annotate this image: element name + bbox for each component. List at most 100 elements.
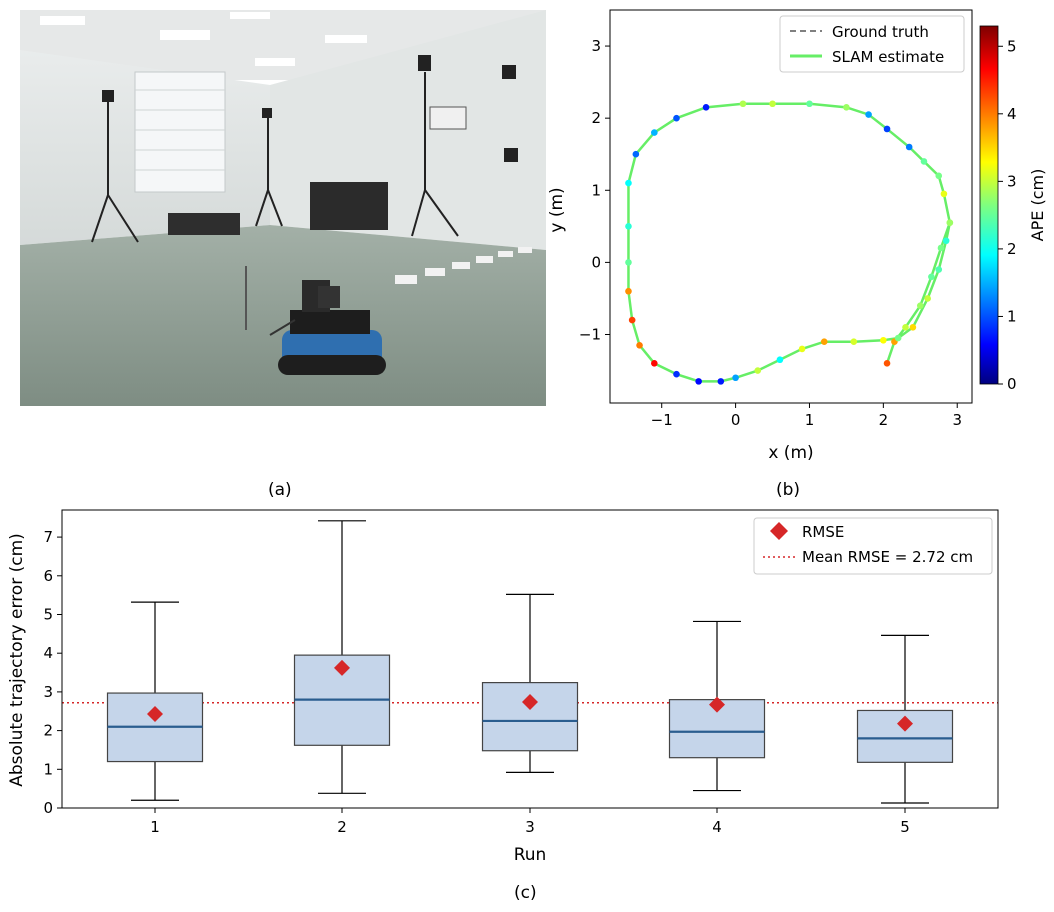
- ate-boxplot-chart: 0 1 2 3 4 5 6 7 1 2 3 4 5 Run Absolute trajectory e…: [7, 509, 999, 865]
- ape-point: [924, 295, 931, 302]
- box-y-axis-label: Absolute trajectory error (cm): [7, 533, 27, 787]
- rmse-marker: [334, 659, 350, 676]
- photo-floor-markers: [395, 247, 532, 284]
- legend-label-rmse: RMSE: [802, 523, 844, 541]
- box-x-tick-label: 5: [900, 818, 910, 836]
- ape-point: [732, 374, 739, 382]
- photo-floor: [20, 225, 546, 406]
- ape-point: [636, 342, 643, 349]
- ape-point: [928, 273, 935, 281]
- slam-estimate-line: [627, 102, 952, 383]
- ape-point: [673, 370, 680, 378]
- ground-truth-line: [627, 102, 951, 383]
- photo-robot: [245, 266, 386, 375]
- photo-window: [134, 71, 226, 193]
- colorbar-tick-label: 3: [1007, 172, 1017, 190]
- box-y-tick-label: 1: [43, 760, 53, 778]
- ape-point: [625, 179, 632, 187]
- traj-x-tick-label: −1: [651, 411, 673, 429]
- box-x-axis-label: Run: [514, 845, 547, 865]
- box-y-tick-label: 3: [43, 683, 53, 701]
- box-y-tick-label: 4: [43, 644, 53, 662]
- colorbar-label: APE (cm): [1028, 169, 1047, 242]
- box-run-4: [668, 620, 766, 792]
- ape-point: [651, 129, 658, 136]
- legend-label-mean-rmse: Mean RMSE = 2.72 cm: [802, 548, 973, 566]
- box-x-tick-label: 1: [150, 818, 160, 836]
- legend-label-ground-truth: Ground truth: [832, 23, 929, 41]
- box-legend: RMSE Mean RMSE = 2.72 cm: [753, 517, 993, 575]
- traj-legend: Ground truth SLAM estimate: [779, 15, 965, 73]
- ape-point: [916, 302, 924, 309]
- caption-b: (b): [776, 480, 801, 500]
- colorbar-tick-label: 5: [1007, 37, 1017, 55]
- traj-y-tick-label: 1: [591, 181, 601, 199]
- box-x-tick-label: 4: [712, 818, 722, 836]
- box-y-tick-label: 7: [43, 528, 53, 546]
- traj-x-tick-label: 0: [731, 411, 741, 429]
- traj-series-layer: [625, 100, 954, 385]
- photo-wall-markers: [429, 65, 518, 162]
- ape-point: [935, 266, 943, 273]
- photo-table: [310, 182, 388, 230]
- traj-y-axis-label: y (m): [547, 187, 567, 232]
- ape-point: [625, 287, 632, 295]
- colorbar-tick-label: 0: [1007, 375, 1017, 393]
- rmse-marker: [897, 715, 913, 732]
- robot-photo: [20, 10, 546, 406]
- colorbar-tick-label: 4: [1007, 105, 1017, 123]
- caption-a: (a): [268, 480, 292, 500]
- box-y-tick-label: 2: [43, 722, 53, 740]
- traj-x-tick-label: 2: [879, 411, 889, 429]
- caption-c: (c): [514, 883, 537, 903]
- traj-y-tick-label: −1: [579, 325, 601, 343]
- photo-ceiling-lights: [40, 12, 367, 66]
- ape-point: [843, 104, 850, 111]
- ape-point: [769, 100, 776, 108]
- traj-x-axis-label: x (m): [768, 443, 813, 463]
- ape-point: [820, 338, 828, 346]
- ape-point: [739, 100, 747, 108]
- ape-point: [625, 223, 632, 230]
- ape-point: [806, 100, 813, 108]
- box-x-tick-label: 2: [337, 818, 347, 836]
- ape-point: [754, 367, 762, 374]
- ape-point: [902, 323, 909, 331]
- ape-point: [798, 345, 806, 353]
- rmse-marker: [709, 696, 725, 713]
- ape-colorbar: [979, 25, 999, 385]
- ape-point: [883, 360, 891, 367]
- legend-label-slam-estimate: SLAM estimate: [832, 48, 944, 66]
- iqr-box: [481, 682, 579, 752]
- box-run-2: [293, 520, 391, 794]
- ape-point: [905, 143, 913, 151]
- ape-point: [883, 125, 891, 133]
- ape-point: [695, 378, 702, 385]
- colorbar-tick-label: 2: [1007, 240, 1017, 258]
- ape-point: [865, 111, 872, 118]
- legend-swatch-rmse: [770, 522, 788, 540]
- rmse-marker: [522, 693, 538, 710]
- box-run-3: [481, 593, 579, 773]
- ape-point: [920, 158, 928, 165]
- ape-point: [673, 114, 680, 122]
- box-run-5: [856, 634, 954, 804]
- ape-point: [880, 336, 887, 344]
- ape-point: [946, 219, 954, 227]
- box-run-1: [106, 601, 204, 801]
- ape-point: [776, 356, 784, 364]
- ape-point: [628, 316, 636, 324]
- ape-point: [940, 190, 948, 198]
- trajectory-chart: −1 0 1 2 3 −1 0 1 2 3 x (m) y (m) Ground truth S…: [547, 9, 1047, 463]
- ape-point: [894, 334, 902, 342]
- box-y-tick-label: 0: [43, 799, 53, 817]
- traj-y-tick-label: 3: [591, 37, 601, 55]
- colorbar-tick-label: 1: [1007, 307, 1017, 325]
- ape-point: [632, 150, 640, 158]
- box-y-tick-label: 6: [43, 567, 53, 585]
- traj-x-tick-label: 3: [952, 411, 962, 429]
- ape-point: [702, 104, 710, 111]
- ape-point: [909, 323, 917, 331]
- ape-point: [717, 378, 725, 385]
- traj-y-tick-label: 2: [591, 109, 601, 127]
